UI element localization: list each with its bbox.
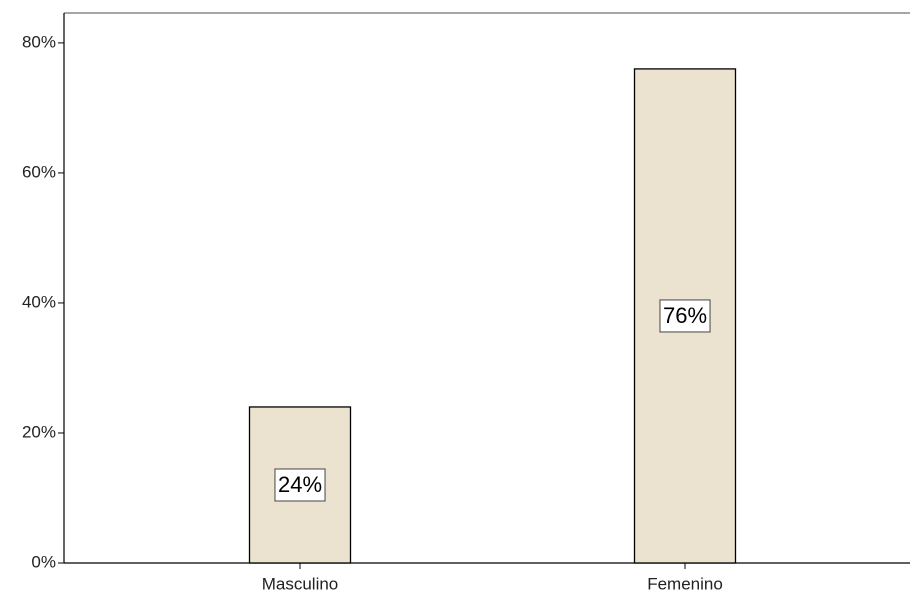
value-label-box: [659, 299, 711, 333]
y-tick-label: 20%: [22, 422, 56, 441]
value-label: 24%: [278, 472, 322, 497]
y-tick-label: 60%: [22, 162, 56, 181]
x-tick-label: Masculino: [262, 574, 339, 593]
value-label: 76%: [663, 303, 707, 328]
bar: [248, 406, 352, 564]
x-tick-label: Femenino: [647, 574, 723, 593]
y-tick-label: 40%: [22, 292, 56, 311]
y-tick-label: 0%: [31, 552, 56, 571]
value-label-box: [274, 468, 326, 502]
y-tick-label: 80%: [22, 32, 56, 51]
